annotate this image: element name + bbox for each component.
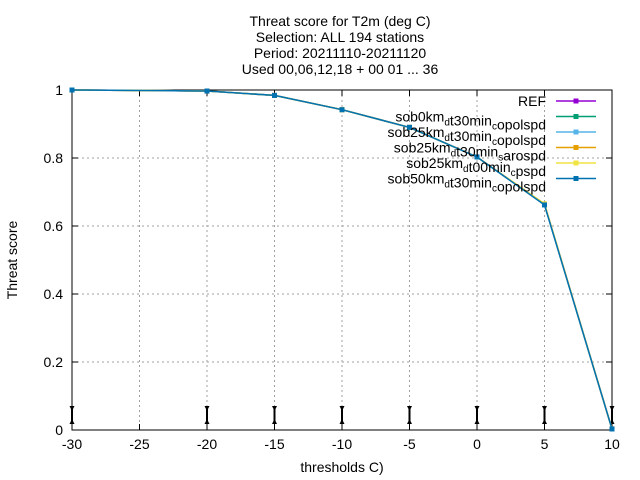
obs-marker-head [407,419,412,424]
obs-marker-head [407,406,412,411]
obs-marker-head [542,406,547,411]
chart-title: Threat score for T2m (deg C)Selection: A… [242,13,439,77]
title-line: Selection: ALL 194 stations [256,29,424,45]
x-tick-label: -10 [332,436,352,452]
title-line: Threat score for T2m (deg C) [249,13,430,29]
x-tick-label: -5 [403,436,416,452]
legend-item: REF [518,93,596,109]
obs-marker-head [69,419,75,424]
data-point [272,92,277,98]
obs-marker-head [204,406,210,411]
obs-marker-head [272,406,277,411]
y-tick-label: 0.6 [44,218,64,234]
obs-marker-head [474,419,480,424]
legend-item: sob25kmdt00mincpspd [406,155,596,179]
legend-item: sob25kmdt30minsarospd [394,140,596,164]
data-point [407,124,412,130]
obs-marker-head [609,406,615,411]
series-5 [69,87,615,432]
legend: REFsob0kmdt30mincopolspdsob25kmdt30minco… [388,93,596,195]
data-point [609,426,615,432]
obs-marker-head [339,419,345,424]
legend-label: REF [518,93,546,109]
legend-label: sob50kmdt30mincopolspd [388,171,546,195]
legend-label: sob25kmdt00mincpspd [406,155,546,179]
data-point [542,202,547,208]
legend-label: sob25kmdt30mincopolspd [388,124,546,148]
legend-item: sob0kmdt30mincopolspd [395,109,596,133]
observation-markers [69,406,615,424]
legend-marker [573,145,579,150]
legend-marker [573,129,579,135]
x-tick-label: -25 [129,436,149,452]
y-tick-label: 0 [55,422,63,438]
obs-marker-head [339,406,345,411]
legend-marker [573,114,579,119]
title-line: Period: 20211110-20211120 [254,45,427,61]
obs-marker-head [474,406,480,411]
y-axis-title: Threat score [4,220,20,299]
data-point [474,154,480,160]
legend-marker [573,160,579,166]
data-point [339,107,345,113]
legend-label: sob0kmdt30mincopolspd [395,109,546,133]
legend-marker [573,176,579,181]
x-tick-label: -15 [264,436,284,452]
x-tick-label: 10 [604,436,620,452]
title-line: Used 00,06,12,18 + 00 01 ... 36 [242,61,439,77]
y-tick-label: 0.8 [44,150,64,166]
grid [72,90,612,430]
obs-marker-head [542,419,547,424]
series-line [71,89,613,430]
data-point [204,88,210,94]
x-axis-title: thresholds C) [300,459,383,475]
legend-item: sob25kmdt30mincopolspd [388,124,596,148]
y-tick-label: 0.4 [44,286,64,302]
obs-marker-head [204,419,210,424]
legend-item: sob50kmdt30mincopolspd [388,171,596,195]
x-tick-label: -20 [197,436,217,452]
data-point [69,87,75,93]
x-tick-label: 5 [541,436,549,452]
obs-marker-head [272,419,277,424]
y-tick-label: 0.2 [44,354,64,370]
x-tick-label: 0 [473,436,481,452]
series [69,87,615,432]
obs-marker-head [69,406,75,411]
y-tick-label: 1 [55,82,63,98]
x-tick-label: -30 [62,436,82,452]
legend-label: sob25kmdt30minsarospd [394,140,546,164]
legend-marker [573,98,579,104]
